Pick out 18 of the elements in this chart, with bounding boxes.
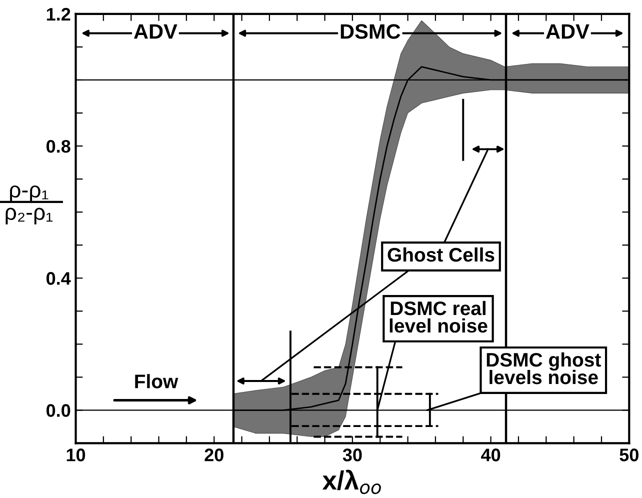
annotation: DSMC — [340, 24, 400, 39]
annotation: ADV — [134, 24, 178, 39]
annotation: DSMC ghost levels noise — [486, 352, 601, 384]
y-tick-label: 1.2 — [46, 8, 70, 20]
x-axis-title: x/λ$_{oo}$ — [322, 470, 381, 494]
x-tick-label: 20 — [204, 448, 224, 462]
x-tick-label: 10 — [66, 448, 86, 462]
x-tick-label: 30 — [342, 448, 362, 462]
annotation: ADV — [546, 24, 590, 39]
y-axis-title: ρ-ρ₁ ρ₂-ρ₁ — [6, 185, 53, 224]
y-tick-label: 0.8 — [46, 140, 70, 153]
annotation: Ghost Cells — [388, 247, 494, 262]
x-tick-label: 50 — [620, 448, 638, 462]
annotation: DSMC real level noise — [390, 300, 488, 333]
annotation: Flow — [135, 374, 178, 388]
y-tick-label: 0.4 — [46, 272, 71, 285]
y-tick-label: 0.0 — [46, 404, 70, 417]
x-tick-label: 40 — [481, 448, 500, 462]
